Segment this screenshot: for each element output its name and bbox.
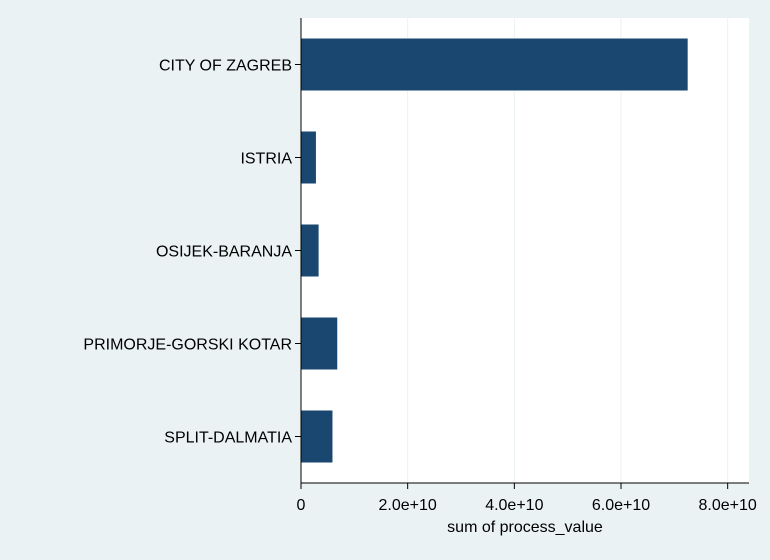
gridlines <box>407 18 729 483</box>
category-label: CITY OF ZAGREB <box>159 58 292 75</box>
bar <box>301 317 338 370</box>
category-label: SPLIT-DALMATIA <box>164 430 292 447</box>
category-label: OSIJEK-BARANJA <box>156 244 292 261</box>
bar <box>301 224 319 277</box>
x-tick-label: 2.0e+10 <box>379 497 437 514</box>
x-tick-label: 0 <box>297 497 306 514</box>
plot-area <box>301 18 749 483</box>
bars <box>301 38 688 463</box>
bar <box>301 410 333 463</box>
x-axis-ticks: 0 2.0e+10 4.0e+10 6.0e+10 8.0e+10 <box>297 483 757 514</box>
x-axis-title: sum of process_value <box>447 519 603 536</box>
x-tick-label: 6.0e+10 <box>592 497 650 514</box>
x-tick-label: 4.0e+10 <box>485 497 543 514</box>
bar <box>301 131 316 184</box>
category-label: ISTRIA <box>240 151 292 168</box>
category-label: PRIMORJE-GORSKI KOTAR <box>83 337 292 354</box>
bar <box>301 38 688 91</box>
x-tick-label: 8.0e+10 <box>699 497 757 514</box>
category-labels: CITY OF ZAGREB ISTRIA OSIJEK-BARANJA PRIMOR… <box>83 58 301 447</box>
